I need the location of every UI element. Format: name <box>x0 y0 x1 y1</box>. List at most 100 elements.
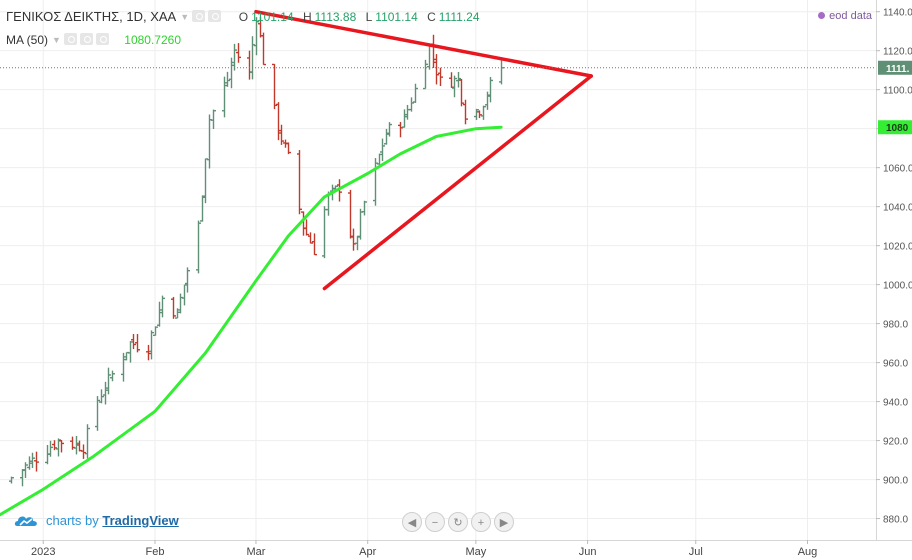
zoom-in-icon[interactable]: + <box>471 512 491 532</box>
ma-dropdown-icon[interactable]: ▼ <box>52 35 61 45</box>
y-tick-label: 1020.0 <box>883 242 912 253</box>
scroll-left-icon[interactable]: ◀ <box>402 512 422 532</box>
ohlc-bar <box>423 59 428 90</box>
x-tick-label: Jul <box>689 546 703 558</box>
eye-icon[interactable] <box>192 10 206 22</box>
ma-value: 1080.7260 <box>124 33 182 47</box>
ohlc-bar <box>27 456 32 470</box>
ohlc-bar <box>232 43 237 71</box>
chart-legend-symbol: ΓΕΝΙΚΟΣ ΔΕΙΚΤΗΣ, 1D, XAA ▼ O 1101.14 H 1113… <box>6 9 480 24</box>
ohlc-bar <box>380 138 385 161</box>
ma-legend: MA (50) ▼ 1080.7260 <box>6 33 181 47</box>
ohlc-bar <box>405 104 410 120</box>
ohlc-bar <box>30 452 35 468</box>
ma-price-label: 1080 <box>886 123 909 134</box>
ohlc-bar <box>182 284 187 306</box>
ohlc-bar <box>211 109 216 129</box>
ohlc-bar <box>121 352 126 382</box>
ohlc-bar <box>175 308 180 319</box>
ohlc-bar <box>236 43 241 63</box>
ohlc-bar <box>48 440 53 457</box>
ohlc-bar <box>398 122 403 138</box>
ma50-line <box>0 125 503 517</box>
x-tick-label: Feb <box>146 546 165 558</box>
ohlc-bar <box>261 32 266 66</box>
x-tick-label: 2023 <box>31 546 55 558</box>
ohlc-bar <box>171 296 176 319</box>
ma-eye-icon[interactable] <box>63 33 77 45</box>
ohlc-bar <box>222 76 227 118</box>
ohlc-bar <box>427 44 432 70</box>
y-tick-label: 1040.0 <box>883 203 912 214</box>
ohlc-bar <box>477 110 482 119</box>
ohlc-bar <box>322 206 327 259</box>
high-key: H <box>302 10 312 24</box>
ohlc-bar <box>387 122 392 137</box>
ohlc-bar <box>304 219 309 236</box>
ohlc-bar <box>81 444 86 459</box>
ohlc-bar <box>449 72 454 88</box>
ohlc-bar <box>362 200 367 216</box>
x-tick-label: May <box>465 546 486 558</box>
ohlc-bar <box>459 78 464 107</box>
branding-prefix: charts by <box>46 513 99 528</box>
ohlc-bar <box>52 440 57 451</box>
reset-icon[interactable]: ↻ <box>448 512 468 532</box>
ohlc-bar <box>135 334 140 353</box>
low-value: 1101.14 <box>375 10 418 24</box>
ohlc-bar <box>250 36 255 80</box>
settings-icon[interactable] <box>208 10 222 22</box>
ohlc-bar <box>438 67 443 87</box>
ma-close-icon[interactable] <box>95 33 109 45</box>
last-price-label: 1111. <box>886 64 910 75</box>
ohlc-bar <box>23 462 28 478</box>
ma-label: MA (50) <box>6 33 49 47</box>
ohlc-bar <box>247 50 252 80</box>
ohlc-bar <box>358 208 363 240</box>
last-price-label-box <box>878 60 912 75</box>
ohlc-bars <box>9 17 504 487</box>
ohlc-bar <box>488 76 493 103</box>
symbol-dropdown-icon[interactable]: ▼ <box>180 12 190 22</box>
ohlc-bar <box>103 381 108 405</box>
ohlc-bar <box>456 71 461 88</box>
y-tick-label: 880.0 <box>883 515 908 526</box>
ohlc-bar <box>146 344 151 361</box>
ohlc-bar <box>157 301 162 327</box>
ohlc-bar <box>384 128 389 145</box>
symbol-title: ΓΕΝΙΚΟΣ ΔΕΙΚΤΗΣ, 1D, XAA <box>6 9 177 24</box>
scroll-right-icon[interactable]: ▶ <box>494 512 514 532</box>
ohlc-bar <box>56 438 61 457</box>
zoom-out-icon[interactable]: − <box>425 512 445 532</box>
tradingview-branding[interactable]: charts by TradingView <box>14 513 179 528</box>
ohlc-bar <box>355 235 360 251</box>
ohlc-bar <box>272 63 277 110</box>
ohlc-bar <box>153 326 158 337</box>
x-tick-label: Aug <box>798 546 818 558</box>
trendline <box>322 74 593 291</box>
ohlc-bar <box>452 75 457 98</box>
y-tick-label: 1060.0 <box>883 164 912 175</box>
ohlc-bar <box>160 295 165 318</box>
ohlc-values: O 1101.14 H 1113.88 L 1101.14 C 1111.24 <box>233 10 480 24</box>
ohlc-bar <box>207 114 212 169</box>
ohlc-bar <box>20 469 25 487</box>
ohlc-bar <box>200 195 205 222</box>
x-tick-label: Mar <box>246 546 265 558</box>
trendline <box>254 9 593 78</box>
ohlc-bar <box>85 424 90 459</box>
ohlc-bar <box>110 370 115 382</box>
branding-name[interactable]: TradingView <box>102 513 179 528</box>
ohlc-bar <box>77 440 82 452</box>
ohlc-bar <box>74 435 79 455</box>
ma-settings-icon[interactable] <box>79 33 93 45</box>
ohlc-bar <box>229 57 234 89</box>
y-tick-label: 940.0 <box>883 398 908 409</box>
ohlc-bar <box>297 150 302 215</box>
y-tick-label: 980.0 <box>883 320 908 331</box>
ohlc-bar <box>485 91 490 110</box>
ohlc-bar <box>59 440 64 453</box>
y-tick-label: 900.0 <box>883 476 908 487</box>
ohlc-bar <box>463 99 468 125</box>
